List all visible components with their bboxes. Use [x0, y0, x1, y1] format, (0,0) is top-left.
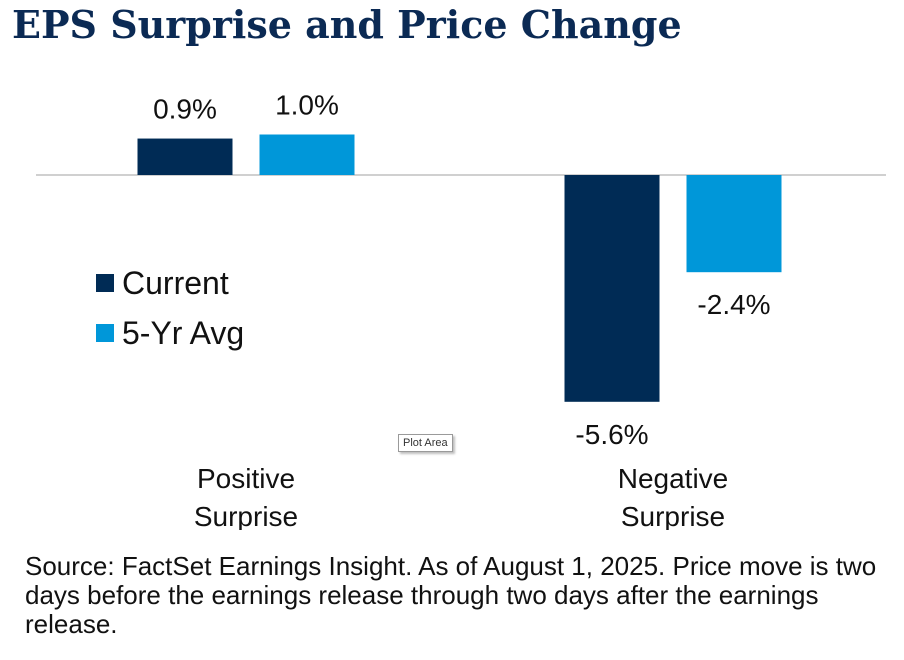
legend-item-5yr-avg: 5-Yr Avg: [96, 308, 244, 358]
bar-current-1[interactable]: [564, 175, 660, 402]
bar-chart[interactable]: 0.9% 1.0% Positive Surprise -5.6% -2.4% Negati…: [0, 60, 904, 530]
bar-current-0[interactable]: [137, 138, 233, 175]
category-label-0-line-0: Positive: [197, 463, 295, 494]
legend-swatch-current: [96, 274, 114, 292]
legend-label-5yr-avg: 5-Yr Avg: [122, 314, 245, 351]
source-note: Source: FactSet Earnings Insight. As of …: [25, 551, 877, 639]
category-label-1-line-1: Surprise: [621, 501, 725, 530]
bar-5-yr-avg-1[interactable]: [686, 175, 782, 273]
legend-swatch-5yr-avg: [96, 324, 114, 342]
bar-5-yr-avg-0[interactable]: [259, 134, 355, 176]
chart-title: EPS Surprise and Price Change: [12, 2, 682, 47]
data-label-5-yr-avg-1: -2.4%: [697, 289, 770, 320]
category-label-1-line-0: Negative: [618, 463, 729, 494]
data-label-current-0: 0.9%: [153, 94, 217, 125]
plot-area-tooltip: Plot Area: [398, 434, 453, 452]
legend: Current 5-Yr Avg: [96, 258, 244, 358]
legend-item-current: Current: [96, 258, 244, 308]
data-label-current-1: -5.6%: [575, 419, 648, 450]
category-label-0-line-1: Surprise: [194, 501, 298, 530]
data-label-5-yr-avg-0: 1.0%: [275, 90, 339, 121]
legend-label-current: Current: [122, 264, 229, 301]
